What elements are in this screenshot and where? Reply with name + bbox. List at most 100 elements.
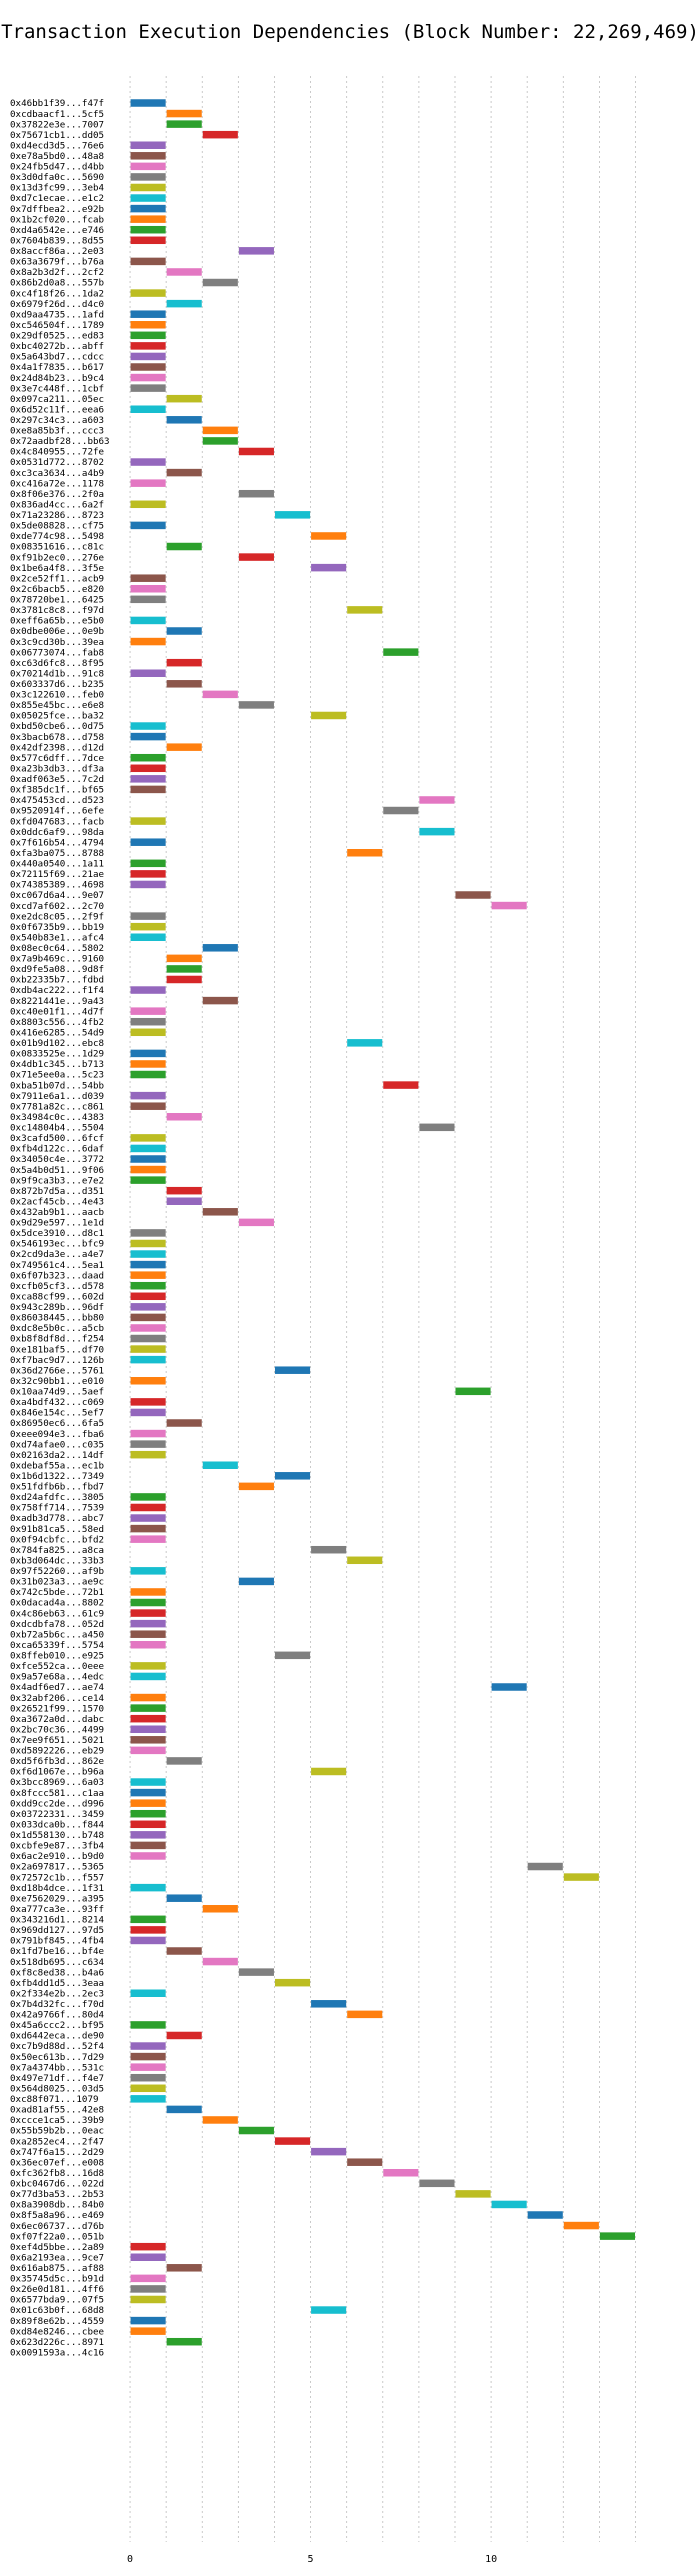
bar bbox=[311, 2306, 347, 2314]
bar bbox=[166, 954, 202, 963]
bar bbox=[166, 416, 202, 424]
bar bbox=[130, 669, 166, 677]
bar bbox=[166, 658, 202, 667]
bar bbox=[130, 1355, 166, 1364]
bar bbox=[130, 141, 166, 149]
y-tick-label: 0xca65339f...5754 bbox=[10, 1640, 105, 1651]
bar bbox=[130, 1714, 166, 1723]
y-tick-label: 0xc88f071...1079 bbox=[10, 2094, 99, 2105]
bar bbox=[130, 1831, 166, 1839]
y-tick-label: 0x1be6a4f8...3f5e bbox=[10, 563, 104, 574]
y-tick-label: 0xd18b4dce...1f31 bbox=[10, 1883, 104, 1894]
bar bbox=[130, 1799, 166, 1807]
bar bbox=[311, 711, 347, 720]
bar bbox=[347, 1039, 383, 1047]
y-tick-label: 0x36d2766e...5761 bbox=[10, 1365, 104, 1376]
bar bbox=[130, 1746, 166, 1755]
y-tick-label: 0x7dffbea2...e92b bbox=[10, 204, 104, 215]
y-tick-label: 0x1b6d1322...7349 bbox=[10, 1471, 104, 1482]
y-tick-label: 0x5de08828...cf75 bbox=[10, 521, 104, 532]
y-tick-label: 0xd4ecd3d5...76e6 bbox=[10, 140, 104, 151]
bar bbox=[166, 299, 202, 308]
bar bbox=[130, 1303, 166, 1311]
bar bbox=[202, 130, 238, 139]
bar bbox=[130, 1134, 166, 1142]
y-tick-label: 0xa3672a0d...dabc bbox=[10, 1714, 104, 1725]
bar bbox=[130, 986, 166, 994]
y-tick-label: 0xd7c1ecae...e1c2 bbox=[10, 193, 104, 204]
y-tick-label: 0x6ac2e910...b9d0 bbox=[10, 1851, 104, 1862]
bar bbox=[166, 975, 202, 984]
y-tick-label: 0x8803c556...4fb2 bbox=[10, 1017, 104, 1028]
y-tick-label: 0x0531d772...8702 bbox=[10, 457, 104, 468]
y-tick-label: 0xfce552ca...0eee bbox=[10, 1661, 104, 1672]
bar bbox=[130, 1250, 166, 1258]
bar bbox=[130, 1028, 166, 1037]
bar bbox=[130, 1630, 166, 1638]
y-axis-labels: 0x46bb1f39...f47f0xcdbaacf1...5cf50x3782… bbox=[10, 98, 110, 2358]
bar bbox=[130, 1260, 166, 1269]
bar bbox=[238, 489, 274, 498]
bar bbox=[238, 2126, 274, 2135]
y-tick-label: 0x86b2d0a8...557b bbox=[10, 278, 104, 289]
bar bbox=[130, 1017, 166, 1026]
bar bbox=[130, 1091, 166, 1100]
bar bbox=[130, 1070, 166, 1079]
bar bbox=[130, 1398, 166, 1406]
y-tick-label: 0x8fccc581...c1aa bbox=[10, 1788, 104, 1799]
bar bbox=[130, 225, 166, 234]
y-tick-label: 0xad81af55...42e8 bbox=[10, 2105, 104, 2116]
bar bbox=[130, 616, 166, 625]
y-tick-label: 0xbc0467d6...022d bbox=[10, 2179, 104, 2190]
bar bbox=[130, 1324, 166, 1332]
bar bbox=[130, 1271, 166, 1279]
y-tick-label: 0x3d0dfa0c...5690 bbox=[10, 172, 104, 183]
bar bbox=[130, 2063, 166, 2071]
bar bbox=[130, 1598, 166, 1607]
bar bbox=[455, 891, 491, 899]
bar bbox=[274, 511, 311, 519]
bar bbox=[166, 542, 202, 551]
bar bbox=[130, 2052, 166, 2061]
y-tick-label: 0x5a4b0d51...9f06 bbox=[10, 1165, 104, 1176]
x-axis-ticks: 0 5 10 bbox=[127, 2554, 497, 2565]
y-tick-label: 0x8f5a8a96...e469 bbox=[10, 2210, 104, 2221]
y-tick-label: 0x2cd9da3e...a4e7 bbox=[10, 1249, 104, 1260]
y-tick-label: 0x846e154c...5ef7 bbox=[10, 1408, 104, 1419]
y-tick-label: 0xa777ca3e...93ff bbox=[10, 1904, 104, 1915]
y-tick-label: 0x02163da2...14df bbox=[10, 1450, 104, 1461]
y-tick-label: 0x7ee9f651...5021 bbox=[10, 1735, 104, 1746]
y-tick-label: 0x0f6735b9...bb19 bbox=[10, 922, 104, 933]
bar bbox=[130, 289, 166, 297]
bar bbox=[130, 785, 166, 794]
bar bbox=[166, 1197, 202, 1205]
y-tick-label: 0x32c90bb1...e010 bbox=[10, 1376, 104, 1387]
y-tick-label: 0xc067d6a4...9e07 bbox=[10, 890, 104, 901]
y-tick-label: 0xe2dc8c05...2f9f bbox=[10, 911, 104, 922]
y-tick-label: 0xfc362fb8...16d8 bbox=[10, 2168, 104, 2179]
bar bbox=[274, 1978, 311, 1987]
bar bbox=[274, 2137, 311, 2145]
y-tick-label: 0x6f07b323...daad bbox=[10, 1270, 104, 1281]
bar bbox=[166, 2031, 202, 2040]
bar bbox=[130, 870, 166, 878]
bar bbox=[491, 901, 527, 910]
y-tick-label: 0x6d52c11f...eea6 bbox=[10, 404, 104, 415]
bar bbox=[130, 1672, 166, 1681]
y-tick-label: 0x8accf86a...2e03 bbox=[10, 246, 104, 257]
y-tick-label: 0xe8a85b3f...ccc3 bbox=[10, 426, 104, 437]
bar bbox=[311, 2147, 347, 2156]
y-tick-label: 0x08ec0c64...5802 bbox=[10, 943, 104, 954]
bar bbox=[130, 173, 166, 181]
y-tick-label: 0x097ca211...05ec bbox=[10, 394, 104, 405]
bar bbox=[130, 194, 166, 202]
bar bbox=[130, 1377, 166, 1385]
y-tick-label: 0xde774c98...5498 bbox=[10, 531, 104, 542]
y-tick-label: 0x78720be1...6425 bbox=[10, 595, 104, 606]
bar bbox=[130, 859, 166, 868]
bar bbox=[130, 1588, 166, 1596]
bar bbox=[130, 753, 166, 762]
y-tick-label: 0x2f334e2b...2ec3 bbox=[10, 1988, 104, 1999]
y-tick-label: 0x2c6bacb5...e820 bbox=[10, 584, 104, 595]
y-tick-label: 0x6979f26d...d4c0 bbox=[10, 299, 104, 310]
